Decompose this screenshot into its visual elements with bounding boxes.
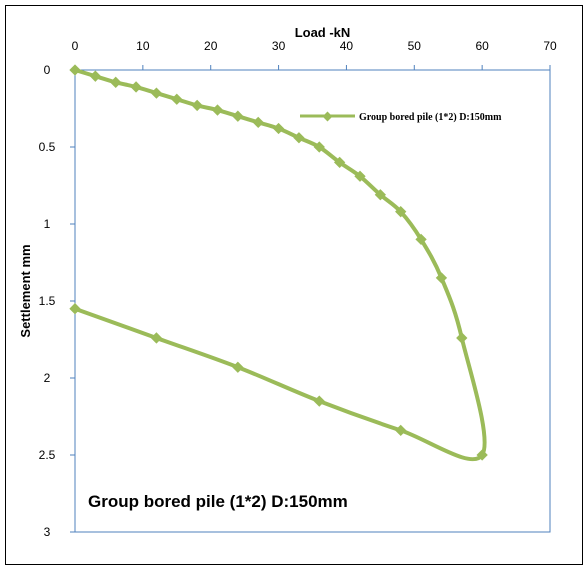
y-tick-label: 2 bbox=[44, 371, 51, 385]
data-point-marker bbox=[476, 449, 488, 461]
x-axis-title: Load -kN bbox=[295, 25, 351, 40]
data-point-marker bbox=[456, 332, 468, 344]
data-point-marker bbox=[313, 141, 325, 153]
x-tick-label: 40 bbox=[340, 39, 354, 53]
y-axis-title: Settlement mm bbox=[18, 244, 33, 337]
data-point-marker bbox=[293, 132, 305, 144]
data-point-marker bbox=[150, 332, 163, 344]
y-tick-label: 2.5 bbox=[39, 448, 56, 462]
chart-frame bbox=[5, 5, 583, 565]
x-tick-label: 20 bbox=[204, 39, 218, 53]
x-tick-label: 10 bbox=[136, 39, 150, 53]
data-point-marker bbox=[435, 272, 448, 284]
data-point-marker bbox=[415, 233, 427, 246]
y-axis-ticks: 0 0.5 1 1.5 2 2.5 3 bbox=[39, 63, 75, 539]
data-point-marker bbox=[395, 206, 407, 218]
chart-annotation: Group bored pile (1*2) D:150mm bbox=[88, 492, 348, 511]
x-axis-ticks: 0 10 20 30 40 50 60 70 bbox=[72, 39, 557, 70]
data-point-marker bbox=[333, 156, 346, 169]
x-tick-label: 0 bbox=[72, 39, 79, 53]
x-tick-label: 30 bbox=[272, 39, 286, 53]
x-tick-label: 70 bbox=[543, 39, 557, 53]
data-point-marker bbox=[313, 395, 325, 407]
y-tick-label: 3 bbox=[44, 525, 51, 539]
y-tick-label: 0.5 bbox=[39, 140, 56, 154]
data-point-marker bbox=[395, 424, 407, 437]
y-tick-label: 1.5 bbox=[39, 294, 56, 308]
x-tick-label: 50 bbox=[408, 39, 422, 53]
series-line bbox=[73, 68, 487, 462]
plot-area bbox=[74, 69, 551, 533]
data-point-marker bbox=[232, 361, 244, 373]
y-tick-label: 1 bbox=[44, 217, 51, 231]
legend-entry: Group bored pile (1*2) D:150mm bbox=[359, 112, 502, 123]
data-point-marker bbox=[354, 170, 366, 182]
x-tick-label: 60 bbox=[475, 39, 489, 53]
data-point-marker bbox=[374, 189, 387, 201]
series-markers bbox=[69, 64, 488, 461]
y-tick-label: 0 bbox=[44, 63, 51, 77]
